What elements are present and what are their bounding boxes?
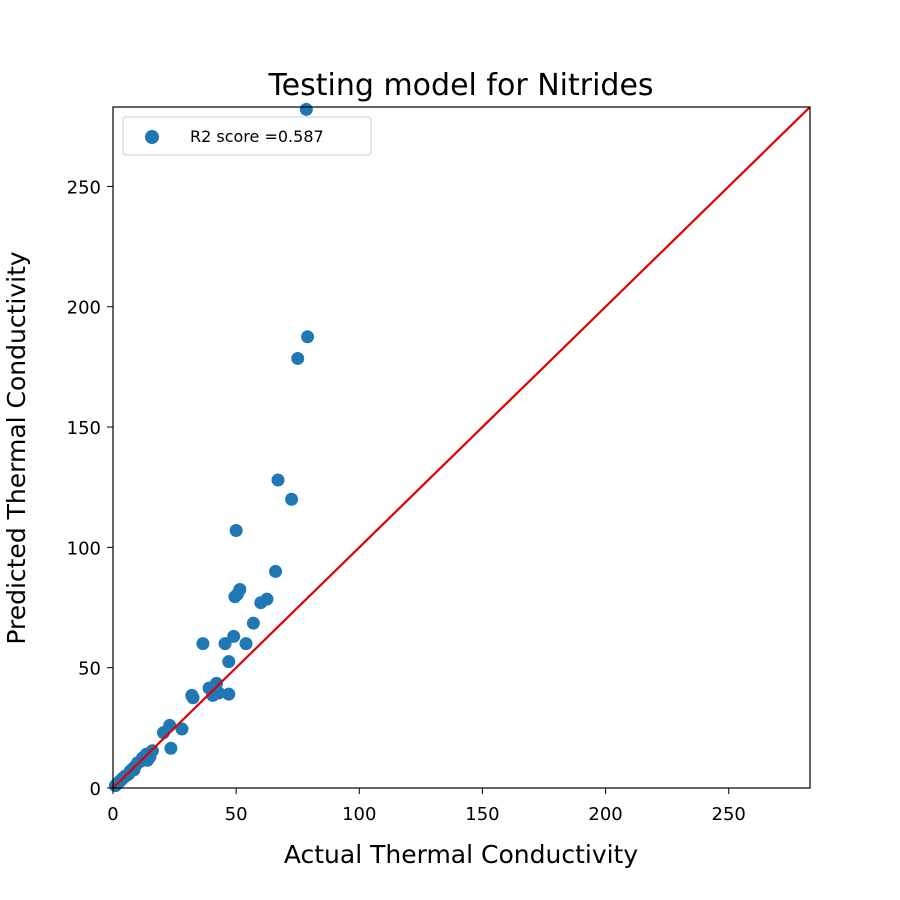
scatter-point-0-0 xyxy=(299,102,313,116)
plot-area xyxy=(108,102,811,793)
x-tick-label: 150 xyxy=(465,804,499,825)
y-tick-label: 0 xyxy=(90,779,101,800)
scatter-point-0-13 xyxy=(227,629,241,643)
x-axis-label: Actual Thermal Conductivity xyxy=(284,840,639,869)
y-tick-label: 200 xyxy=(67,298,101,319)
x-tick-label: 200 xyxy=(588,804,622,825)
chart-title: Testing model for Nitrides xyxy=(267,68,653,103)
scatter-point-0-1 xyxy=(301,330,315,344)
scatter-point-0-14 xyxy=(196,637,210,651)
scatter-point-0-6 xyxy=(269,564,283,578)
legend-label: R2 score =0.587 xyxy=(190,127,324,146)
x-tick-label: 0 xyxy=(107,804,118,825)
x-axis-ticks: 0 50 100 150 200 250 xyxy=(107,788,746,825)
scatter-point-0-3 xyxy=(271,473,285,487)
scatter-point-0-27 xyxy=(175,722,189,736)
y-tick-label: 250 xyxy=(67,177,101,198)
legend-box xyxy=(122,116,372,156)
scatter-point-0-28 xyxy=(164,741,178,755)
scatter-point-0-11 xyxy=(254,596,268,610)
y-axis-label: Predicted Thermal Conductivity xyxy=(2,251,31,645)
scatter-point-0-5 xyxy=(229,524,243,538)
x-tick-label: 50 xyxy=(225,804,248,825)
scatter-point-0-23 xyxy=(212,686,226,700)
x-tick-label: 100 xyxy=(342,804,376,825)
scatter-point-0-26 xyxy=(163,718,177,732)
y-axis-ticks: 0 50 100 150 200 250 xyxy=(67,177,113,800)
scatter-point-0-19 xyxy=(186,691,200,705)
y-tick-label: 100 xyxy=(67,538,101,559)
plot-frame xyxy=(112,106,811,789)
scatter-point-0-9 xyxy=(230,587,244,601)
legend: R2 score =0.587 xyxy=(122,116,372,156)
scatter-point-0-24 xyxy=(222,687,236,701)
reference-line xyxy=(112,106,811,789)
scatter-point-0-16 xyxy=(239,637,253,651)
y-tick-label: 150 xyxy=(67,418,101,439)
scatter-point-0-15 xyxy=(218,637,232,651)
scatter-point-0-17 xyxy=(222,655,236,669)
scatter-point-0-2 xyxy=(291,351,305,365)
scatter-point-0-4 xyxy=(285,492,299,506)
scatter-point-0-12 xyxy=(246,616,260,630)
legend-marker xyxy=(145,130,159,144)
x-tick-label: 250 xyxy=(712,804,746,825)
y-tick-label: 50 xyxy=(78,659,101,680)
